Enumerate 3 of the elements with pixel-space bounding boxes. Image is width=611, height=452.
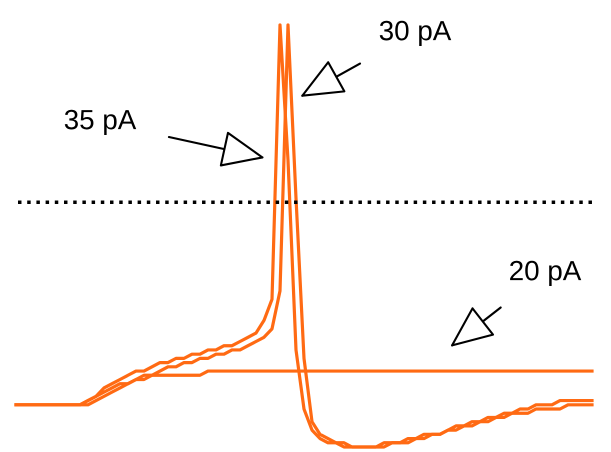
- annotation: 30 pA: [380, 20, 452, 46]
- annotation: 35 pA: [64, 110, 136, 135]
- annotation: 20 pA: [510, 260, 582, 286]
